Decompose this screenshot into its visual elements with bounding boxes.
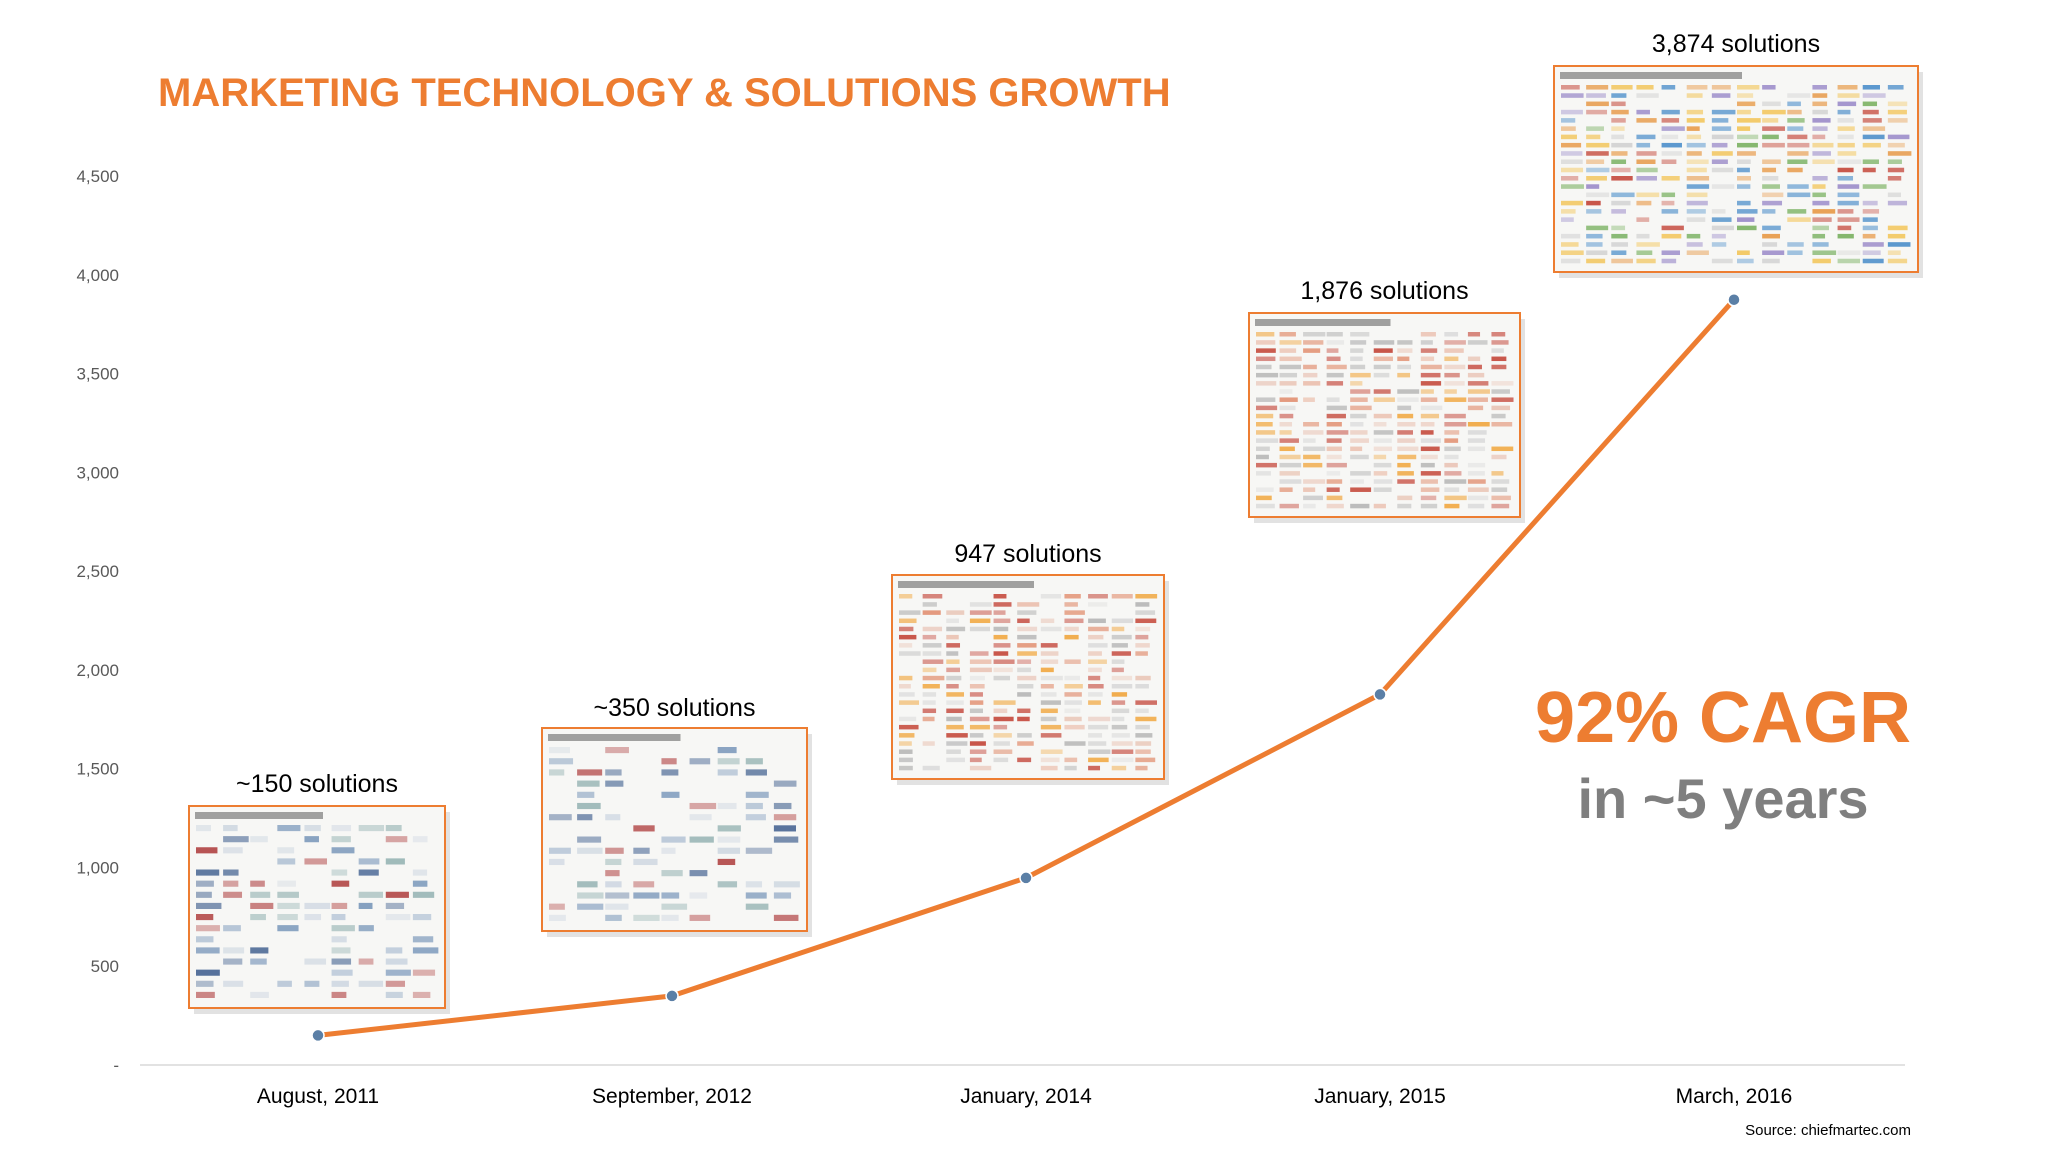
x-tick-label: January, 2014 — [960, 1085, 1092, 1108]
data-point — [665, 989, 679, 1003]
data-label: ~150 solutions — [236, 770, 398, 798]
landscape-thumbnail — [541, 727, 812, 937]
cagr-subline: in ~5 years — [1577, 767, 1868, 830]
data-label: 1,876 solutions — [1300, 277, 1468, 305]
landscape-thumbnails — [188, 65, 1923, 1014]
landscape-thumbnail — [1248, 312, 1525, 523]
y-axis: - 500 1,000 1,500 2,000 2,500 3,000 3,500 4,000 4… — [76, 167, 119, 1075]
data-label: 947 solutions — [954, 540, 1101, 568]
y-tick-label: 1,000 — [76, 858, 119, 877]
source-note: Source: chiefmartec.com — [1745, 1122, 1911, 1139]
data-point — [311, 1028, 325, 1043]
data-point — [1373, 687, 1387, 702]
x-tick-label: August, 2011 — [257, 1085, 379, 1108]
y-tick-label: 4,500 — [76, 167, 119, 186]
data-labels: ~150 solutions ~350 solutions 947 solution… — [236, 30, 1820, 798]
y-tick-label: 500 — [91, 957, 119, 976]
data-label: ~350 solutions — [594, 694, 756, 722]
y-tick-label: 3,000 — [76, 463, 119, 482]
x-tick-label: September, 2012 — [592, 1085, 752, 1108]
y-tick-label: 2,000 — [76, 661, 119, 680]
y-tick-label: 1,500 — [76, 760, 119, 779]
y-tick-label: 4,000 — [76, 266, 119, 285]
data-points — [311, 292, 1741, 1043]
data-point — [1727, 292, 1741, 307]
data-label: 3,874 solutions — [1652, 30, 1820, 58]
y-tick-label: - — [113, 1056, 119, 1075]
y-tick-label: 2,500 — [76, 562, 119, 581]
cagr-headline: 92% CAGR — [1535, 678, 1911, 758]
x-tick-label: March, 2016 — [1676, 1085, 1793, 1108]
x-axis: August, 2011 September, 2012 January, 2014… — [257, 1085, 1792, 1108]
landscape-thumbnail — [1553, 65, 1923, 278]
y-tick-label: 3,500 — [76, 365, 119, 384]
landscape-thumbnail — [891, 574, 1169, 785]
landscape-thumbnail — [188, 805, 450, 1014]
x-tick-label: January, 2015 — [1314, 1085, 1446, 1108]
chart-title: MARKETING TECHNOLOGY & SOLUTIONS GROWTH — [158, 71, 1171, 115]
data-point — [1019, 871, 1033, 885]
